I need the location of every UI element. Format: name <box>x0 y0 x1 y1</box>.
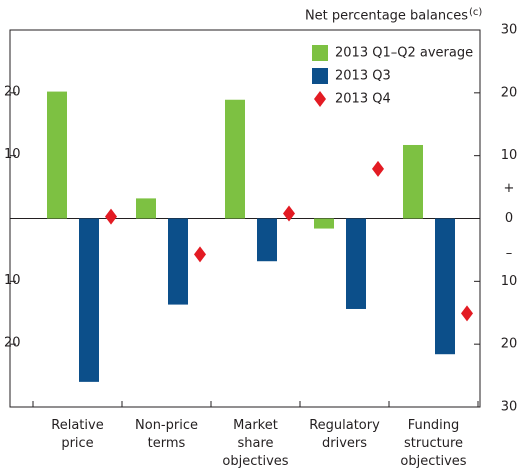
y2-tick-label: 20 <box>501 85 518 100</box>
legend-label: 2013 Q3 <box>335 69 391 84</box>
bar <box>79 218 99 382</box>
y2-tick-label: 30 <box>501 400 518 415</box>
bar <box>435 218 455 355</box>
bar <box>257 218 277 262</box>
axis-label: Net percentage balances <box>305 9 468 24</box>
x-tick-label: Relative price <box>51 418 103 451</box>
bar <box>314 218 334 229</box>
y-tick-label: 20 <box>4 84 21 99</box>
y-tick-label: 10 <box>4 147 21 162</box>
y2-tick-label: 30 <box>501 23 518 38</box>
legend-label: 2013 Q1–Q2 average <box>335 46 473 61</box>
sign-label: – <box>506 246 513 261</box>
x-tick-label: Non-price terms <box>135 418 198 451</box>
legend-swatch <box>314 91 326 107</box>
y2-tick-label: 20 <box>501 337 518 352</box>
y2-tick-label: 10 <box>501 148 518 163</box>
bar <box>346 218 366 309</box>
axis-label-note: (c) <box>469 7 482 18</box>
legend-swatch <box>312 45 328 61</box>
diamond-marker <box>194 246 206 263</box>
y2-tick-label: 10 <box>501 274 518 289</box>
bar <box>403 144 423 219</box>
x-tick-label: Market share objectives <box>222 418 288 469</box>
diamond-marker <box>283 205 295 222</box>
y2-tick-label: 0 <box>505 211 513 226</box>
diamond-marker <box>372 160 384 177</box>
bar <box>168 218 188 305</box>
sign-label: + <box>504 181 515 196</box>
diamond-marker <box>105 208 117 225</box>
bar <box>136 198 156 219</box>
legend-swatch <box>312 68 328 84</box>
y-tick-label: 20 <box>4 336 21 351</box>
x-tick-label: Funding structure objectives <box>400 418 466 469</box>
diamond-marker <box>461 305 473 322</box>
y-tick-label: 10 <box>4 273 21 288</box>
x-tick-label: Regulatory drivers <box>309 418 380 451</box>
bar <box>225 99 245 219</box>
legend-label: 2013 Q4 <box>335 92 391 107</box>
bar <box>47 91 67 219</box>
